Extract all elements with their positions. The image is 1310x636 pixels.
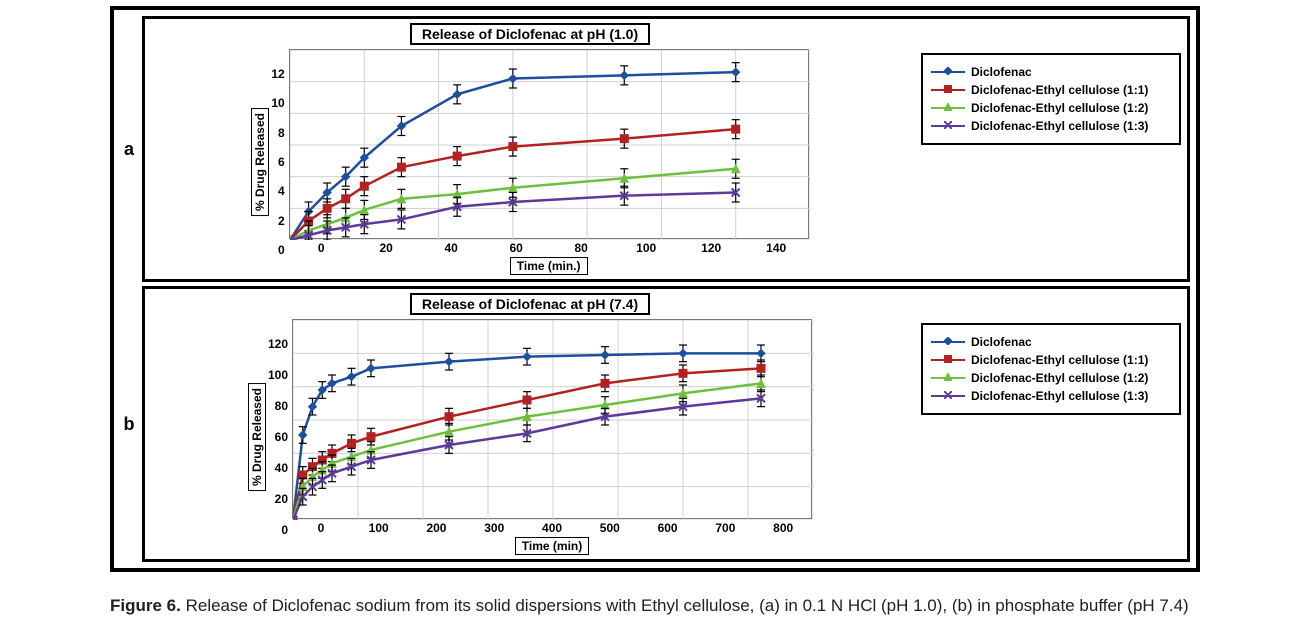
legend-label: Diclofenac-Ethyl cellulose (1:3) [971, 119, 1148, 133]
plot-a-frame: % Drug Released 121086420 02040608010012… [251, 49, 808, 275]
legend-label: Diclofenac-Ethyl cellulose (1:3) [971, 389, 1148, 403]
plot-a-column: Release of Diclofenac at pH (1.0) % Drug… [151, 23, 909, 275]
chart-b-plot [292, 319, 812, 519]
panel-b-row: b Release of Diclofenac at pH (7.4) % Dr… [118, 284, 1192, 564]
chart-a-xlabel: Time (min.) [510, 257, 588, 275]
panel-a: Release of Diclofenac at pH (1.0) % Drug… [142, 16, 1190, 282]
legend-label: Diclofenac [971, 65, 1032, 79]
chart-b-ylabel: % Drug Released [248, 383, 266, 491]
panel-b: Release of Diclofenac at pH (7.4) % Drug… [142, 286, 1190, 562]
legend-item: Diclofenac-Ethyl cellulose (1:3) [931, 119, 1171, 133]
legend-item: Diclofenac-Ethyl cellulose (1:2) [931, 101, 1171, 115]
legend-label: Diclofenac-Ethyl cellulose (1:1) [971, 83, 1148, 97]
panel-a-row: a Release of Diclofenac at pH (1.0) % Dr… [118, 14, 1192, 284]
figure-caption: Figure 6. Release of Diclofenac sodium f… [0, 578, 1310, 635]
caption-bold: Figure 6. [110, 596, 181, 615]
figure-border: a Release of Diclofenac at pH (1.0) % Dr… [110, 6, 1200, 572]
legend-item: Diclofenac-Ethyl cellulose (1:3) [931, 389, 1171, 403]
legend-item: Diclofenac [931, 335, 1171, 349]
chart-b-title: Release of Diclofenac at pH (7.4) [410, 293, 650, 315]
chart-a-legend: Diclofenac Diclofenac-Ethyl cellulose (1… [921, 53, 1181, 145]
legend-item: Diclofenac-Ethyl cellulose (1:1) [931, 353, 1171, 367]
legend-label: Diclofenac-Ethyl cellulose (1:2) [971, 371, 1148, 385]
legend-label: Diclofenac [971, 335, 1032, 349]
chart-a-title: Release of Diclofenac at pH (1.0) [410, 23, 650, 45]
panel-b-label: b [118, 414, 140, 435]
chart-a-xticks: 020406080100120140 [289, 241, 809, 255]
chart-b-yticks: 120100806040200 [268, 337, 292, 537]
legend-label: Diclofenac-Ethyl cellulose (1:2) [971, 101, 1148, 115]
caption-text: Release of Diclofenac sodium from its so… [181, 596, 1189, 615]
panel-a-label: a [118, 139, 140, 160]
figure-container: a Release of Diclofenac at pH (1.0) % Dr… [0, 0, 1310, 578]
chart-a-yticks: 121086420 [271, 67, 288, 257]
chart-a-ylabel: % Drug Released [251, 108, 269, 216]
legend-label: Diclofenac-Ethyl cellulose (1:1) [971, 353, 1148, 367]
chart-b-xticks: 0100200300400500600700800 [292, 521, 812, 535]
legend-item: Diclofenac-Ethyl cellulose (1:2) [931, 371, 1171, 385]
chart-b-legend: Diclofenac Diclofenac-Ethyl cellulose (1… [921, 323, 1181, 415]
legend-item: Diclofenac [931, 65, 1171, 79]
plot-b-column: Release of Diclofenac at pH (7.4) % Drug… [151, 293, 909, 555]
chart-a-plot [289, 49, 809, 239]
legend-item: Diclofenac-Ethyl cellulose (1:1) [931, 83, 1171, 97]
plot-b-frame: % Drug Released 120100806040200 01002003… [248, 319, 812, 555]
chart-b-xlabel: Time (min) [515, 537, 589, 555]
